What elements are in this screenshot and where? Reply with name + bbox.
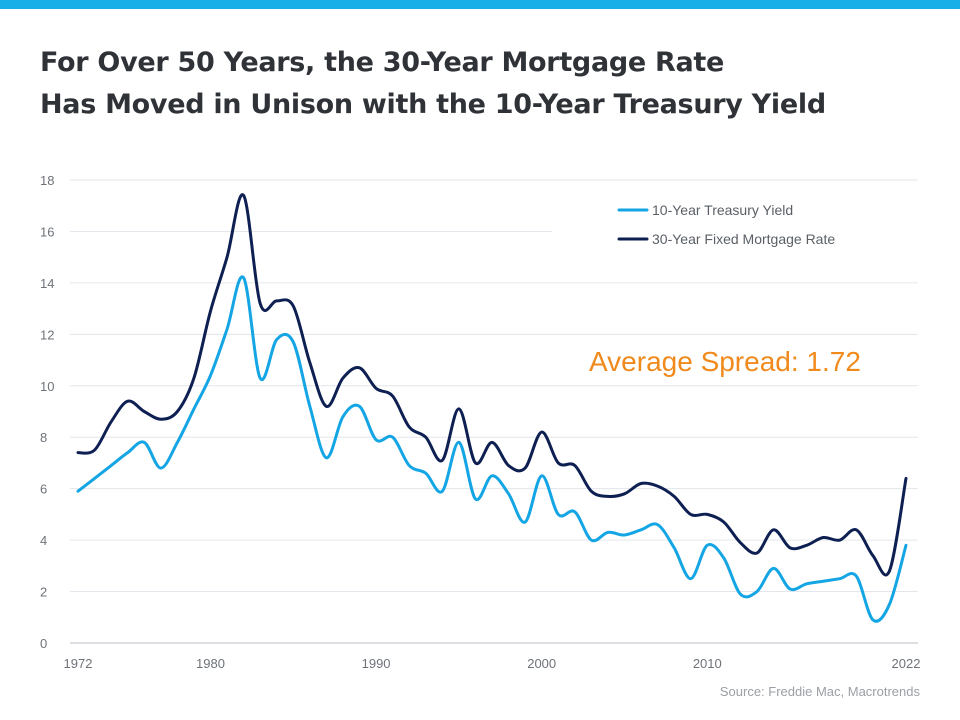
legend[interactable]: 10-Year Treasury Yield 30-Year Fixed Mor… (552, 190, 918, 268)
x-tick-label-1980: 1980 (196, 656, 225, 671)
y-tick-label-14: 14 (40, 276, 54, 291)
top-accent-bar (0, 0, 960, 9)
y-tick-label-8: 8 (40, 430, 47, 445)
average-spread-annotation: Average Spread: 1.72 (589, 346, 861, 377)
grid-lines (70, 179, 918, 644)
x-tick-label-2010: 2010 (693, 656, 722, 671)
y-tick-label-12: 12 (40, 327, 54, 342)
legend-label-mortgage: 30-Year Fixed Mortgage Rate (652, 231, 835, 247)
series-line-treasury-yield (76, 275, 908, 623)
y-tick-label-18: 18 (40, 173, 54, 188)
title-line-2: Has Moved in Unison with the 10-Year Tre… (40, 89, 826, 120)
x-tick-label-1972: 1972 (64, 656, 93, 671)
y-tick-label-4: 4 (40, 533, 47, 548)
x-tick-label-2022: 2022 (892, 656, 921, 671)
y-tick-label-6: 6 (40, 482, 47, 497)
x-axis-ticks: 1972 1980 1990 2000 2010 2022 (64, 656, 921, 671)
legend-background (552, 190, 918, 268)
series-line-mortgage-rate (76, 193, 908, 577)
y-axis-ticks: 0 2 4 6 8 10 12 14 16 18 (40, 173, 54, 651)
y-tick-label-16: 16 (40, 224, 54, 239)
source-credit: Source: Freddie Mac, Macrotrends (719, 684, 920, 699)
x-tick-label-1990: 1990 (362, 656, 391, 671)
x-tick-label-2000: 2000 (527, 656, 556, 671)
legend-label-treasury: 10-Year Treasury Yield (652, 202, 793, 218)
y-tick-label-0: 0 (40, 636, 47, 651)
page-title: For Over 50 Years, the 30-Year Mortgage … (40, 42, 826, 126)
y-tick-label-10: 10 (40, 379, 54, 394)
y-tick-label-2: 2 (40, 585, 47, 600)
title-line-1: For Over 50 Years, the 30-Year Mortgage … (40, 47, 725, 78)
series-lines (76, 193, 908, 623)
